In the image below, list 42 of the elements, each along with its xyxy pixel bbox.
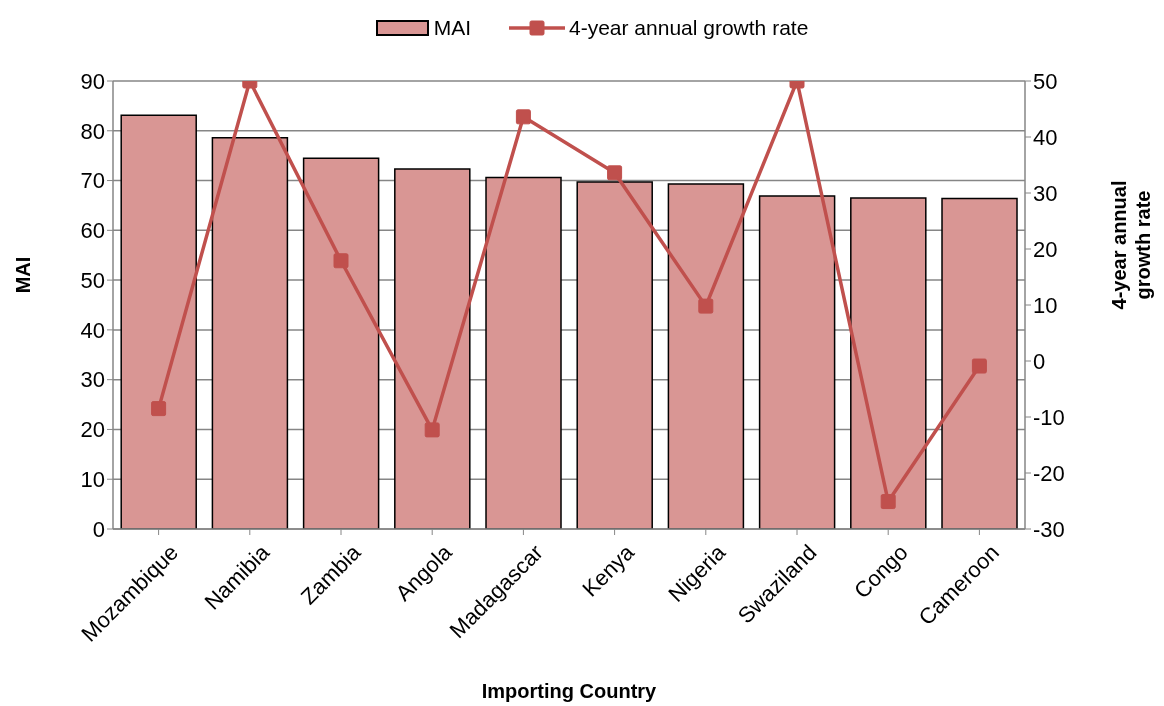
y-tick-label: 40 [80,317,105,343]
bar [941,197,1018,529]
y2-tick-label: -10 [1033,404,1065,430]
bar [758,195,836,529]
y2-tick-label: 10 [1033,292,1058,318]
y2-tick-label: 40 [1033,124,1058,150]
y-tick-label: 70 [80,168,105,194]
legend-label: MAI [433,16,472,40]
y2-tick-label: 30 [1033,180,1058,206]
y-tick-label: 50 [80,267,105,293]
point [880,494,896,510]
point [698,298,714,314]
y-tick-label: 90 [80,68,105,94]
y-axis-title: MAI [12,256,35,294]
bar [850,197,927,529]
y-tick-label: 60 [80,218,105,244]
y2-tick-label: -30 [1033,516,1065,542]
y2-tick-label: 50 [1033,68,1058,94]
y2-axis-title: 4-year annual growth rate [1108,180,1155,310]
bar [211,137,289,529]
y2-tick-label: -20 [1033,460,1065,486]
y-tick-label: 80 [80,118,105,144]
point [151,401,167,417]
point [515,109,531,125]
bar [576,181,653,529]
point [607,165,623,181]
y2-tick-label: 20 [1033,236,1058,262]
y-tick-label: 10 [80,467,105,493]
x-axis-title: Importing Country [481,680,658,703]
point [333,253,349,269]
y2-tick-label: 0 [1033,348,1046,374]
bar [120,114,197,529]
bar [394,168,471,529]
y-tick-label: 30 [80,367,105,393]
y-tick-label: 20 [80,417,105,443]
bar [302,157,380,529]
legend-label: 4-year annual growth rate [569,16,809,40]
point [424,422,440,438]
point [971,358,987,374]
bar [667,183,745,529]
bar [485,176,562,529]
y-tick-label: 0 [92,516,105,542]
